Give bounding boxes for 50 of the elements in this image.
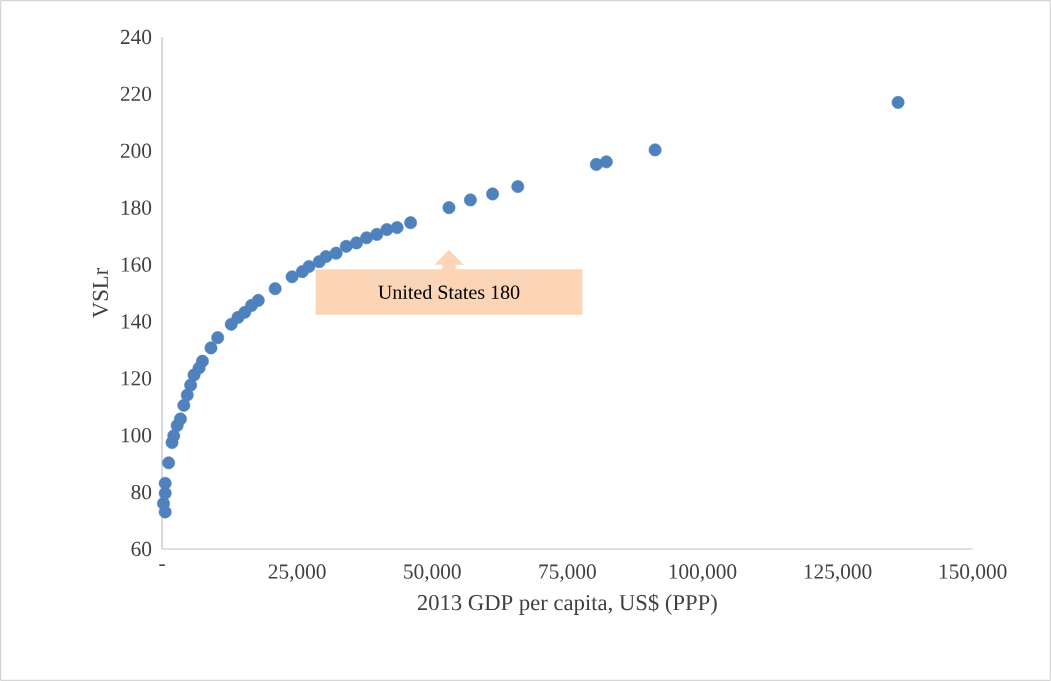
y-axis-title: VSLr bbox=[92, 268, 109, 318]
point bbox=[184, 378, 198, 392]
point bbox=[370, 227, 384, 241]
point bbox=[511, 180, 525, 194]
point bbox=[329, 246, 343, 260]
point bbox=[180, 388, 194, 402]
x-tick-label: 25,000 bbox=[268, 564, 326, 582]
point bbox=[211, 331, 225, 345]
point bbox=[162, 456, 175, 470]
x-tick-label: 150,000 bbox=[939, 564, 1007, 582]
point bbox=[648, 143, 662, 157]
point bbox=[167, 429, 181, 443]
y-tick-label: 220 bbox=[120, 86, 152, 102]
y-tick-label: 120 bbox=[121, 371, 152, 386]
point bbox=[268, 282, 282, 296]
x-tick-label: 100,000 bbox=[669, 564, 737, 582]
y-tick-label: 200 bbox=[120, 143, 152, 158]
point bbox=[319, 250, 333, 263]
x-tick-label: 125,000 bbox=[804, 564, 872, 582]
x-tick-label: 75,000 bbox=[539, 564, 596, 582]
y-tick-label: 100 bbox=[121, 428, 152, 443]
point bbox=[486, 187, 499, 201]
point bbox=[177, 398, 191, 412]
point bbox=[390, 221, 404, 234]
y-tick-label: 160 bbox=[121, 257, 152, 272]
x-tick-label: 50,000 bbox=[404, 564, 461, 582]
point bbox=[442, 201, 456, 215]
point bbox=[204, 341, 218, 355]
annotation: United States 180 bbox=[378, 284, 520, 299]
point bbox=[196, 354, 209, 368]
point bbox=[158, 476, 172, 490]
point bbox=[339, 239, 353, 253]
point bbox=[891, 96, 905, 109]
point bbox=[599, 155, 613, 169]
point bbox=[251, 293, 265, 307]
point bbox=[174, 412, 187, 426]
point bbox=[302, 260, 316, 273]
point bbox=[404, 216, 418, 230]
y-tick-label: 80 bbox=[131, 484, 152, 500]
point bbox=[464, 193, 477, 207]
x-axis-title: 2013 GDP per capita, US$ (PPP) bbox=[417, 593, 717, 615]
point bbox=[380, 223, 394, 236]
x-tick-label: - bbox=[159, 564, 165, 566]
y-tick-label: 180 bbox=[121, 200, 152, 215]
point bbox=[350, 236, 363, 250]
y-tick-label: 60 bbox=[131, 541, 152, 557]
point bbox=[285, 270, 299, 284]
point bbox=[158, 505, 172, 519]
y-tick-label: 140 bbox=[121, 314, 152, 329]
y-tick-label: 240 bbox=[120, 29, 152, 45]
